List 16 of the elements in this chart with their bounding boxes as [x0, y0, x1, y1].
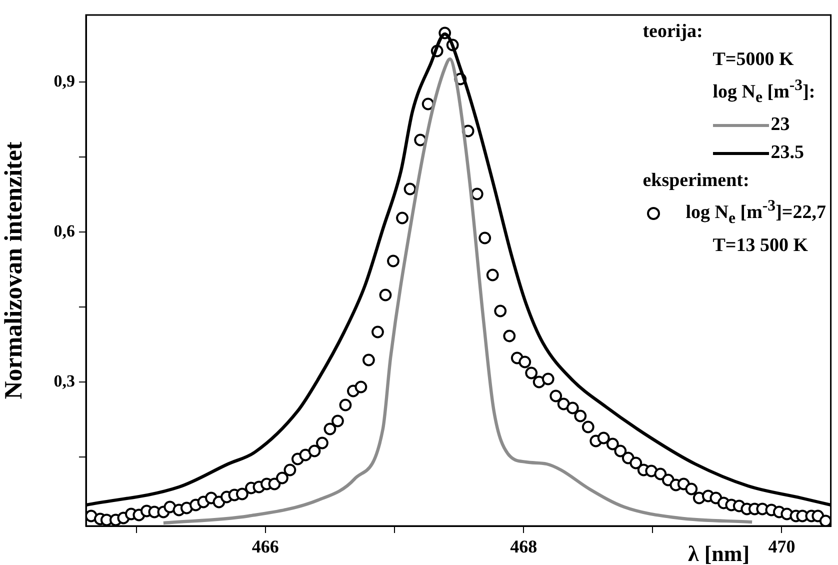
- annotation: T=5000 K: [712, 49, 795, 70]
- legend-label: log N$_{e}$ [m$^{-3}$]=22,7: [686, 198, 826, 228]
- y-tick-label: 0,6: [54, 221, 75, 240]
- annotation: T=13 500 K: [712, 234, 809, 256]
- y-tick-label: 0,9: [54, 71, 75, 90]
- legend-label: 23.5: [770, 142, 804, 163]
- x-axis-title: λ [nm]: [688, 541, 750, 565]
- x-tick-label: 470: [768, 536, 796, 556]
- x-tick-label: 468: [510, 536, 538, 556]
- y-axis-title: Normalizovan intenzitet: [0, 141, 28, 400]
- legend-label: 23: [770, 114, 790, 135]
- y-tick-label: 0,3: [54, 371, 75, 390]
- annotation: teorija:: [642, 21, 704, 42]
- annotation: log N$_{e}$ [m$^{-3}$]:: [712, 77, 816, 106]
- x-tick-label: 466: [252, 536, 279, 556]
- annotation: eksperiment:: [642, 170, 750, 191]
